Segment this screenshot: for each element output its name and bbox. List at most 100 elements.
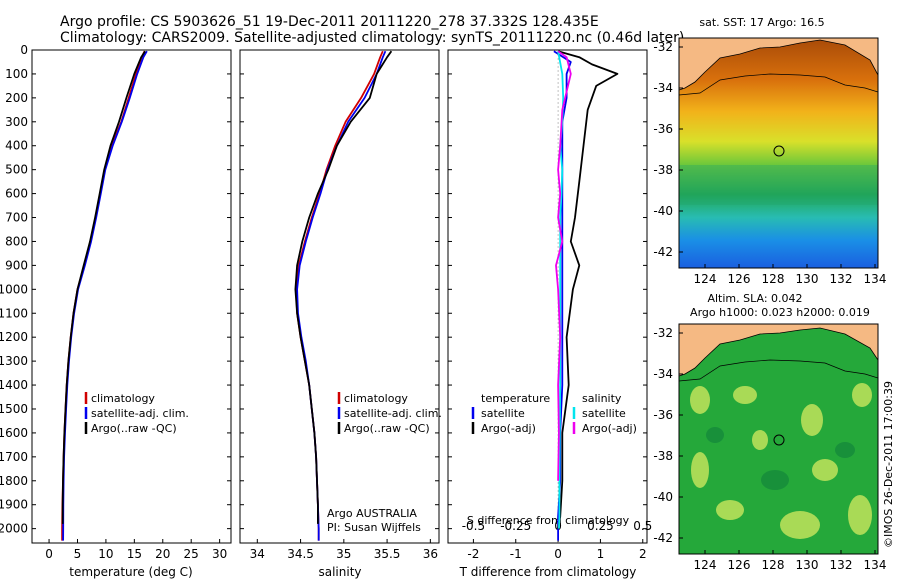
difference-series-s-argo-adj bbox=[555, 50, 572, 481]
argo-country-label: Argo AUSTRALIA bbox=[327, 507, 417, 520]
depth-tick-label: 1200 bbox=[0, 330, 28, 344]
depth-tick-label: 1100 bbox=[0, 306, 28, 320]
difference-x-tick-label: -2 bbox=[467, 547, 479, 561]
sla-lon-tick-label: 130 bbox=[796, 558, 819, 572]
sla-map-title-2: Argo h1000: 0.023 h2000: 0.019 bbox=[690, 306, 870, 319]
legend-temperature-heading: temperature bbox=[481, 392, 550, 405]
salinity-series-satellite-adj-clim bbox=[296, 50, 387, 541]
salinity-x-tick-label: 35.5 bbox=[374, 547, 401, 561]
legend-s-argo-label: Argo(-adj) bbox=[582, 422, 637, 435]
salinity-x-tick-label: 36 bbox=[423, 547, 438, 561]
sst-lon-tick-label: 134 bbox=[864, 272, 887, 286]
sst-argo-location-marker bbox=[773, 145, 785, 157]
temperature-series-argo-raw-qc bbox=[61, 50, 146, 524]
sla-map-title-1: Altim. SLA: 0.042 bbox=[707, 292, 802, 305]
sst-land-mask bbox=[679, 38, 878, 90]
sst-map-frame bbox=[678, 37, 879, 269]
sla-lat-tick-label: -36 bbox=[653, 408, 673, 422]
depth-tick-label: 800 bbox=[5, 234, 28, 248]
depth-tick-label: 2000 bbox=[0, 522, 28, 536]
sst-lat-tick-label: -40 bbox=[653, 204, 673, 218]
legend-argo-label: Argo(..raw -QC) bbox=[344, 422, 430, 435]
sla-lon-tick-label: 128 bbox=[762, 558, 785, 572]
depth-tick-label: 1400 bbox=[0, 378, 28, 392]
sst-band-cool bbox=[679, 165, 878, 205]
sst-lat-tick-label: -34 bbox=[653, 81, 673, 95]
depth-tick-label: 1800 bbox=[0, 474, 28, 488]
sst-lat-tick-label: -36 bbox=[653, 122, 673, 136]
difference-x-tick-label: 2 bbox=[639, 547, 647, 561]
sla-lat-tick-label: -32 bbox=[653, 326, 673, 340]
title-line-2: Climatology: CARS2009. Satellite-adjuste… bbox=[60, 30, 684, 46]
depth-tick-label: 700 bbox=[5, 211, 28, 225]
difference-x-tick-label: 0 bbox=[554, 547, 562, 561]
sla-lon-tick-label: 134 bbox=[864, 558, 887, 572]
legend-s-satellite-label: satellite bbox=[582, 407, 626, 420]
difference-s-tick-label: -0.5 bbox=[462, 519, 485, 533]
temperature-legend: climatology satellite-adj. clim. Argo(..… bbox=[84, 392, 189, 435]
salinity-plot-frame bbox=[239, 49, 440, 544]
sst-map-title: sat. SST: 17 Argo: 16.5 bbox=[699, 16, 824, 29]
temperature-x-tick-label: 15 bbox=[127, 547, 142, 561]
difference-x-tick-label: -1 bbox=[510, 547, 522, 561]
sst-lon-tick-label: 132 bbox=[830, 272, 853, 286]
sla-lat-tick-label: -34 bbox=[653, 367, 673, 381]
legend-satellite-label: satellite-adj. clim. bbox=[344, 407, 442, 420]
depth-tick-label: 1500 bbox=[0, 402, 28, 416]
depth-tick-label: 1000 bbox=[0, 282, 28, 296]
depth-tick-label: 600 bbox=[5, 187, 28, 201]
depth-tick-label: 1700 bbox=[0, 450, 28, 464]
sla-lon-tick-label: 126 bbox=[728, 558, 751, 572]
salinity-x-tick-label: 34.5 bbox=[287, 547, 314, 561]
difference-s-tick-label: 0.25 bbox=[587, 519, 614, 533]
sla-lat-tick-label: -38 bbox=[653, 449, 673, 463]
temperature-x-tick-label: 25 bbox=[184, 547, 199, 561]
sla-lon-tick-label: 132 bbox=[830, 558, 853, 572]
depth-tick-label: 1300 bbox=[0, 354, 28, 368]
difference-plot-frame bbox=[447, 49, 648, 544]
salinity-legend: climatology satellite-adj. clim. Argo(..… bbox=[337, 392, 442, 435]
sst-lat-tick-label: -42 bbox=[653, 245, 673, 259]
temperature-x-tick-label: 10 bbox=[98, 547, 113, 561]
depth-tick-label: 1600 bbox=[0, 426, 28, 440]
legend-t-argo-label: Argo(-adj) bbox=[481, 422, 536, 435]
legend-climatology-label: climatology bbox=[344, 392, 408, 405]
sst-coastline bbox=[679, 39, 878, 91]
salinity-x-tick-label: 35 bbox=[336, 547, 351, 561]
difference-series-t-argo-adj bbox=[557, 50, 619, 529]
difference-s-tick-label: 0.5 bbox=[633, 519, 652, 533]
sla-map-frame bbox=[678, 323, 879, 555]
sla-argo-location-marker bbox=[773, 434, 785, 446]
sst-map: sat. SST: 17 Argo: 16.5 bbox=[678, 16, 879, 269]
legend-salinity-heading: salinity bbox=[582, 392, 622, 405]
legend-argo-label: Argo(..raw -QC) bbox=[91, 422, 177, 435]
temperature-panel: temperature (deg C) climatology satellit… bbox=[0, 43, 232, 579]
temperature-x-tick-label: 5 bbox=[74, 547, 82, 561]
depth-tick-label: 200 bbox=[5, 91, 28, 105]
imos-copyright: ©IMOS 26-Dec-2011 17:00:39 bbox=[882, 381, 895, 548]
depth-tick-label: 100 bbox=[5, 67, 28, 81]
temperature-x-tick-label: 30 bbox=[212, 547, 227, 561]
sla-land-mask bbox=[679, 324, 878, 376]
salinity-series-argo-raw-qc bbox=[294, 50, 393, 524]
depth-tick-label: 1900 bbox=[0, 498, 28, 512]
difference-panel: T difference from climatology S differen… bbox=[447, 49, 652, 579]
difference-x-tick-label: 1 bbox=[597, 547, 605, 561]
legend-satellite-label: satellite-adj. clim. bbox=[91, 407, 189, 420]
sla-contour bbox=[679, 359, 878, 382]
sla-lon-tick-label: 124 bbox=[694, 558, 717, 572]
depth-tick-label: 500 bbox=[5, 163, 28, 177]
sst-contour bbox=[679, 73, 878, 96]
sst-lon-tick-label: 128 bbox=[762, 272, 785, 286]
sst-lon-tick-label: 126 bbox=[728, 272, 751, 286]
sst-field bbox=[679, 38, 878, 268]
salinity-x-label: salinity bbox=[318, 565, 361, 579]
s-difference-label: S difference from climatology bbox=[467, 514, 630, 527]
sst-lon-tick-label: 130 bbox=[796, 272, 819, 286]
temperature-series-climatology bbox=[61, 50, 146, 541]
t-difference-x-label: T difference from climatology bbox=[459, 565, 637, 579]
pi-label: PI: Susan Wijffels bbox=[327, 521, 421, 534]
sla-anomaly-blobs bbox=[690, 383, 872, 539]
temperature-x-tick-label: 20 bbox=[155, 547, 170, 561]
sla-map: Altim. SLA: 0.042 Argo h1000: 0.023 h200… bbox=[678, 292, 879, 555]
